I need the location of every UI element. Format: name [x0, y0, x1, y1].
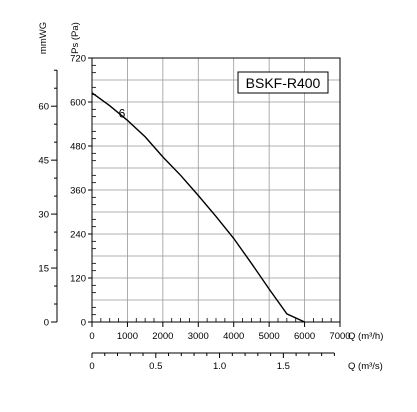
x2-tick-label: 1.0 [213, 361, 226, 372]
y-tick-label: 120 [70, 274, 86, 285]
x-tick-label: 5000 [259, 331, 280, 342]
y-tick-label: 240 [70, 230, 86, 241]
model-label-frame [237, 71, 329, 94]
x2-tick-label: 0 [89, 361, 94, 372]
x-axis-m3s: 0 0.5 1.0 1.5 [89, 352, 335, 372]
y2-tick-label: 15 [38, 264, 49, 275]
y-tick-label: 600 [70, 98, 86, 109]
y2-tick-label: 0 [44, 318, 49, 329]
x2-tick-label: 1.5 [277, 361, 290, 372]
y-axis-title-mmwg: mmWG [38, 22, 49, 54]
y-tick-label: 360 [70, 186, 86, 197]
y2-tick-label: 45 [38, 156, 49, 167]
x-tick-label: 1000 [117, 331, 138, 342]
y2-tick-label: 30 [38, 210, 49, 221]
series-line-6 [91, 92, 305, 323]
x-tick-label: 7000 [329, 331, 350, 342]
y-axis-title-pa: Ps (Pa) [70, 22, 81, 54]
y-tick-label: 0 [81, 318, 86, 329]
x-tick-label: 6000 [294, 331, 315, 342]
grid-lines [92, 58, 340, 322]
model-label: BSKF-R400 [246, 75, 321, 91]
model-label-box: BSKF-R400 [237, 71, 329, 94]
x-axis-title-m3h: Q (m³/h) [348, 331, 383, 342]
x-tick-label: 0 [89, 331, 94, 342]
x-axis-m3h: 0 1000 2000 3000 4000 5000 6000 7000 [89, 322, 351, 342]
x-tick-label: 3000 [188, 331, 209, 342]
y-axis-pa: 0 120 240 360 480 600 720 [70, 54, 92, 329]
y-tick-label: 720 [70, 54, 86, 65]
series-layer: 6 [91, 92, 305, 323]
x-axis-title-m3s: Q (m³/s) [348, 361, 383, 372]
y-axis-mmwg: 0 15 30 45 60 [38, 69, 58, 329]
minor-ticks [92, 64, 332, 322]
y-tick-label: 480 [70, 142, 86, 153]
series-label: 6 [119, 107, 126, 121]
x-tick-label: 2000 [152, 331, 173, 342]
x2-tick-label: 0.5 [149, 361, 162, 372]
x-tick-label: 4000 [223, 331, 244, 342]
y2-tick-label: 60 [38, 102, 49, 113]
